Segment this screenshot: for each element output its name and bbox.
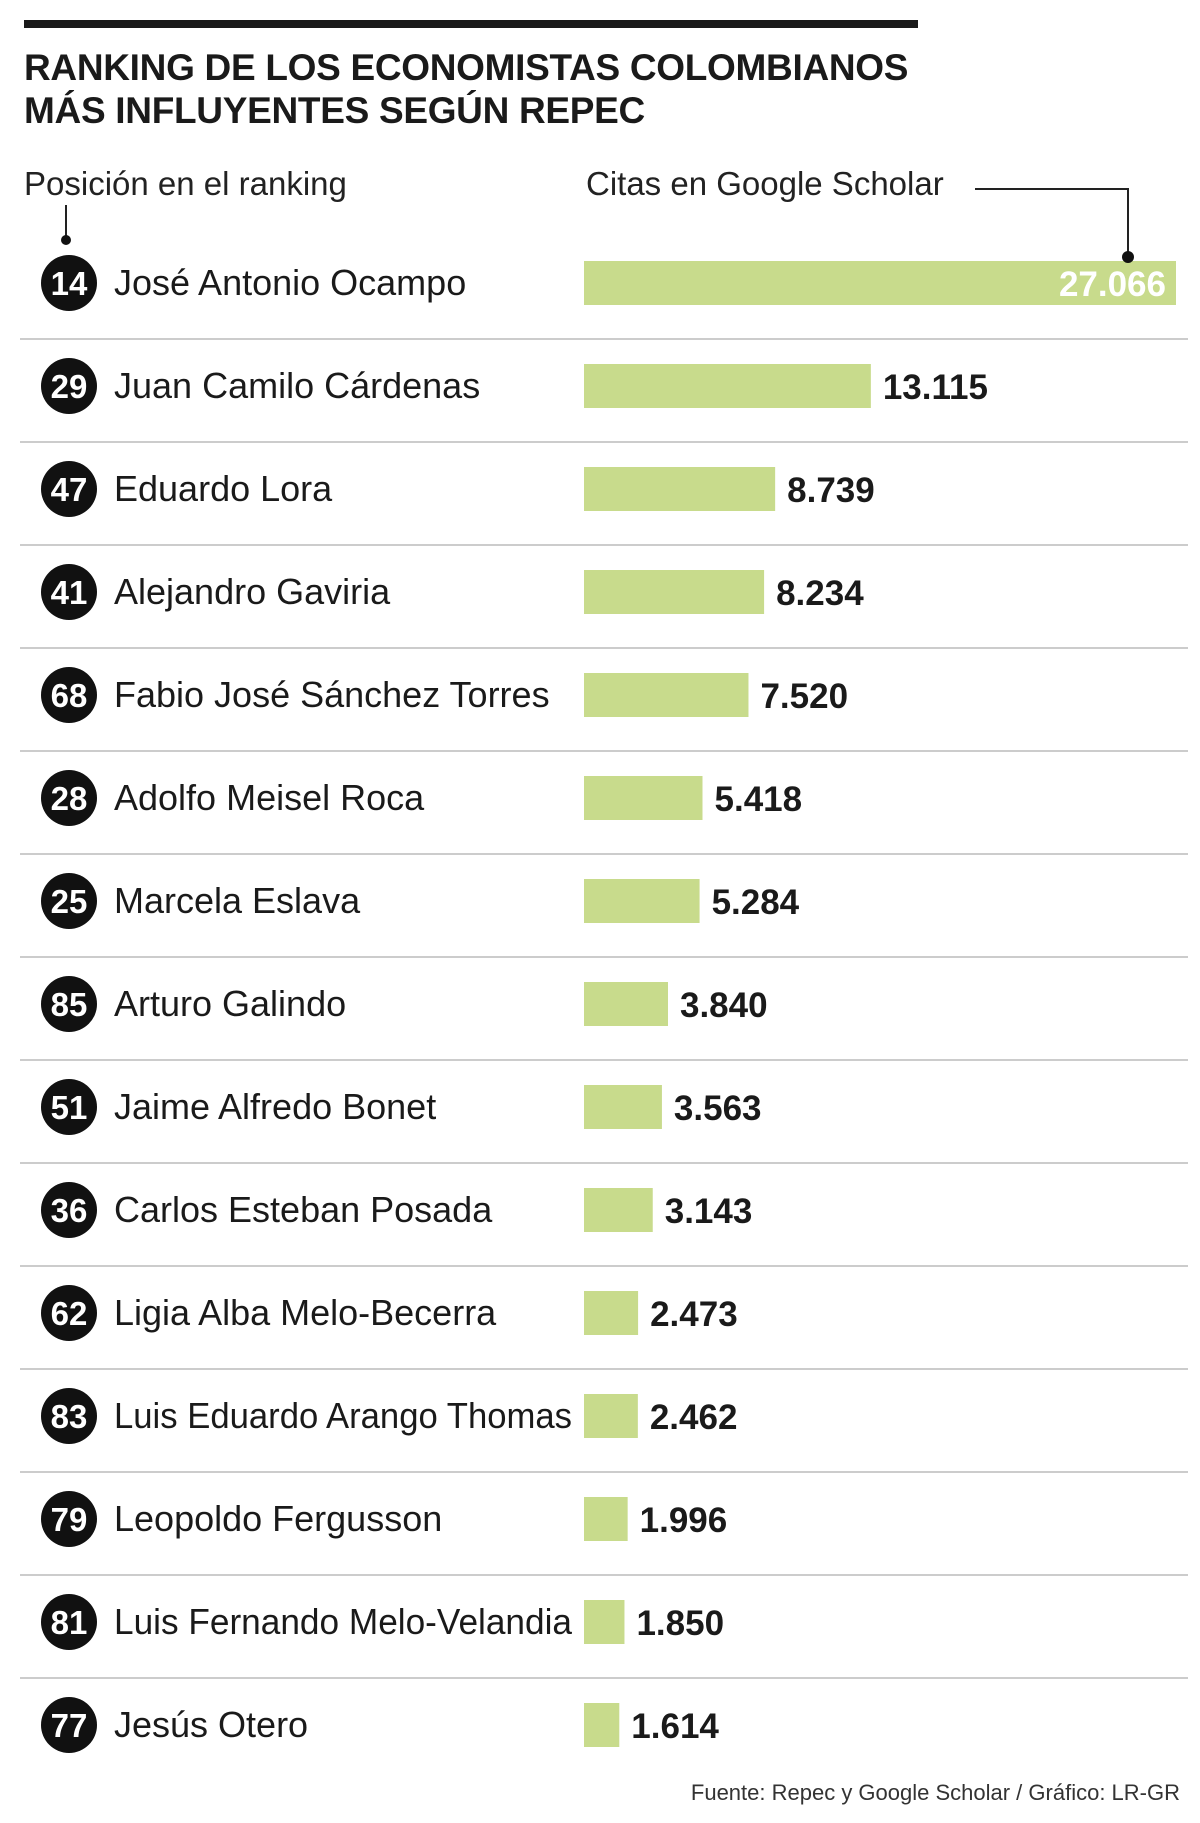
chart-title-line-1: RANKING DE LOS ECONOMISTAS COLOMBIANOS: [24, 47, 909, 88]
rank-number: 68: [51, 677, 88, 714]
rank-badge: [41, 873, 97, 929]
bar: [584, 1085, 662, 1129]
rank-number: 85: [51, 986, 88, 1023]
economist-name: Eduardo Lora: [114, 468, 333, 509]
rank-number: 47: [51, 471, 88, 508]
bar: [584, 1497, 628, 1541]
position-column-header: Posición en el ranking: [24, 165, 347, 202]
economist-name: Jaime Alfredo Bonet: [114, 1086, 436, 1127]
value-label: 5.284: [712, 883, 800, 922]
source-note: Fuente: Repec y Google Scholar / Gráfico…: [690, 1780, 1180, 1805]
rank-number: 14: [51, 265, 88, 302]
value-label: 3.840: [680, 986, 768, 1025]
value-label: 8.234: [776, 574, 864, 613]
value-label: 3.143: [665, 1192, 753, 1231]
value-label: 8.739: [787, 471, 875, 510]
rank-badge: [41, 255, 97, 311]
bar: [584, 776, 703, 820]
economist-name: Carlos Esteban Posada: [114, 1189, 493, 1230]
rank-number: 77: [51, 1707, 88, 1744]
rank-number: 28: [51, 780, 88, 817]
rank-number: 41: [51, 574, 88, 611]
bar: [584, 1291, 639, 1335]
economist-name: Adolfo Meisel Roca: [114, 777, 425, 818]
value-label: 2.473: [650, 1295, 738, 1334]
rank-number: 51: [51, 1089, 88, 1126]
rank-badge: [41, 461, 97, 517]
chart-title: RANKING DE LOS ECONOMISTAS COLOMBIANOS M…: [24, 46, 1024, 132]
bar: [584, 673, 749, 717]
rank-number: 29: [51, 368, 88, 405]
value-label: 1.614: [631, 1707, 719, 1746]
rank-badge: [41, 1079, 97, 1135]
economist-name: Alejandro Gaviria: [114, 571, 391, 612]
citations-leader-dot: [1122, 251, 1134, 263]
bar: [584, 1188, 653, 1232]
value-label: 1.996: [640, 1501, 728, 1540]
bar: [584, 1394, 638, 1438]
rank-badge: [41, 976, 97, 1032]
value-label: 5.418: [715, 780, 803, 819]
rank-badge: [41, 358, 97, 414]
value-label: 1.850: [636, 1604, 724, 1643]
bar: [584, 982, 668, 1026]
citations-column-header: Citas en Google Scholar: [586, 165, 944, 202]
bar: [584, 261, 1176, 305]
economist-name: Marcela Eslava: [114, 880, 361, 921]
value-label: 3.563: [674, 1089, 762, 1128]
bar: [584, 570, 765, 614]
chart-title-line-2: MÁS INFLUYENTES SEGÚN REPEC: [24, 90, 645, 131]
bar: [584, 364, 871, 408]
economist-name: Jesús Otero: [114, 1704, 308, 1745]
rank-number: 25: [51, 883, 88, 920]
economist-name: Ligia Alba Melo-Becerra: [114, 1292, 497, 1333]
rank-badge: [41, 667, 97, 723]
economist-name: Luis Fernando Melo-Velandia: [114, 1601, 573, 1642]
rank-badge: [41, 1594, 97, 1650]
rank-badge: [41, 770, 97, 826]
economist-name: José Antonio Ocampo: [114, 262, 466, 303]
rank-number: 81: [51, 1604, 88, 1641]
bar: [584, 1600, 625, 1644]
value-label: 13.115: [883, 368, 988, 407]
rank-badge: [41, 1285, 97, 1341]
rank-number: 62: [51, 1295, 88, 1332]
rank-number: 36: [51, 1192, 88, 1229]
bar: [584, 879, 700, 923]
value-label: 27.066: [1059, 265, 1166, 304]
position-leader-dot: [61, 235, 71, 245]
economist-name: Leopoldo Fergusson: [114, 1498, 442, 1539]
bar: [584, 1703, 620, 1747]
value-label: 7.520: [760, 677, 848, 716]
economist-name: Luis Eduardo Arango Thomas: [114, 1395, 572, 1436]
rank-badge: [41, 1697, 97, 1753]
top-rule: [24, 20, 918, 28]
economist-name: Fabio José Sánchez Torres: [114, 674, 550, 715]
bar: [584, 467, 776, 511]
economist-name: Arturo Galindo: [114, 983, 346, 1024]
value-label: 2.462: [650, 1398, 738, 1437]
rank-number: 79: [51, 1501, 88, 1538]
rank-badge: [41, 564, 97, 620]
rank-badge: [41, 1182, 97, 1238]
rank-number: 83: [51, 1398, 88, 1435]
rank-badge: [41, 1388, 97, 1444]
economist-name: Juan Camilo Cárdenas: [114, 365, 480, 406]
rank-badge: [41, 1491, 97, 1547]
citations-leader-line: [975, 188, 1129, 257]
